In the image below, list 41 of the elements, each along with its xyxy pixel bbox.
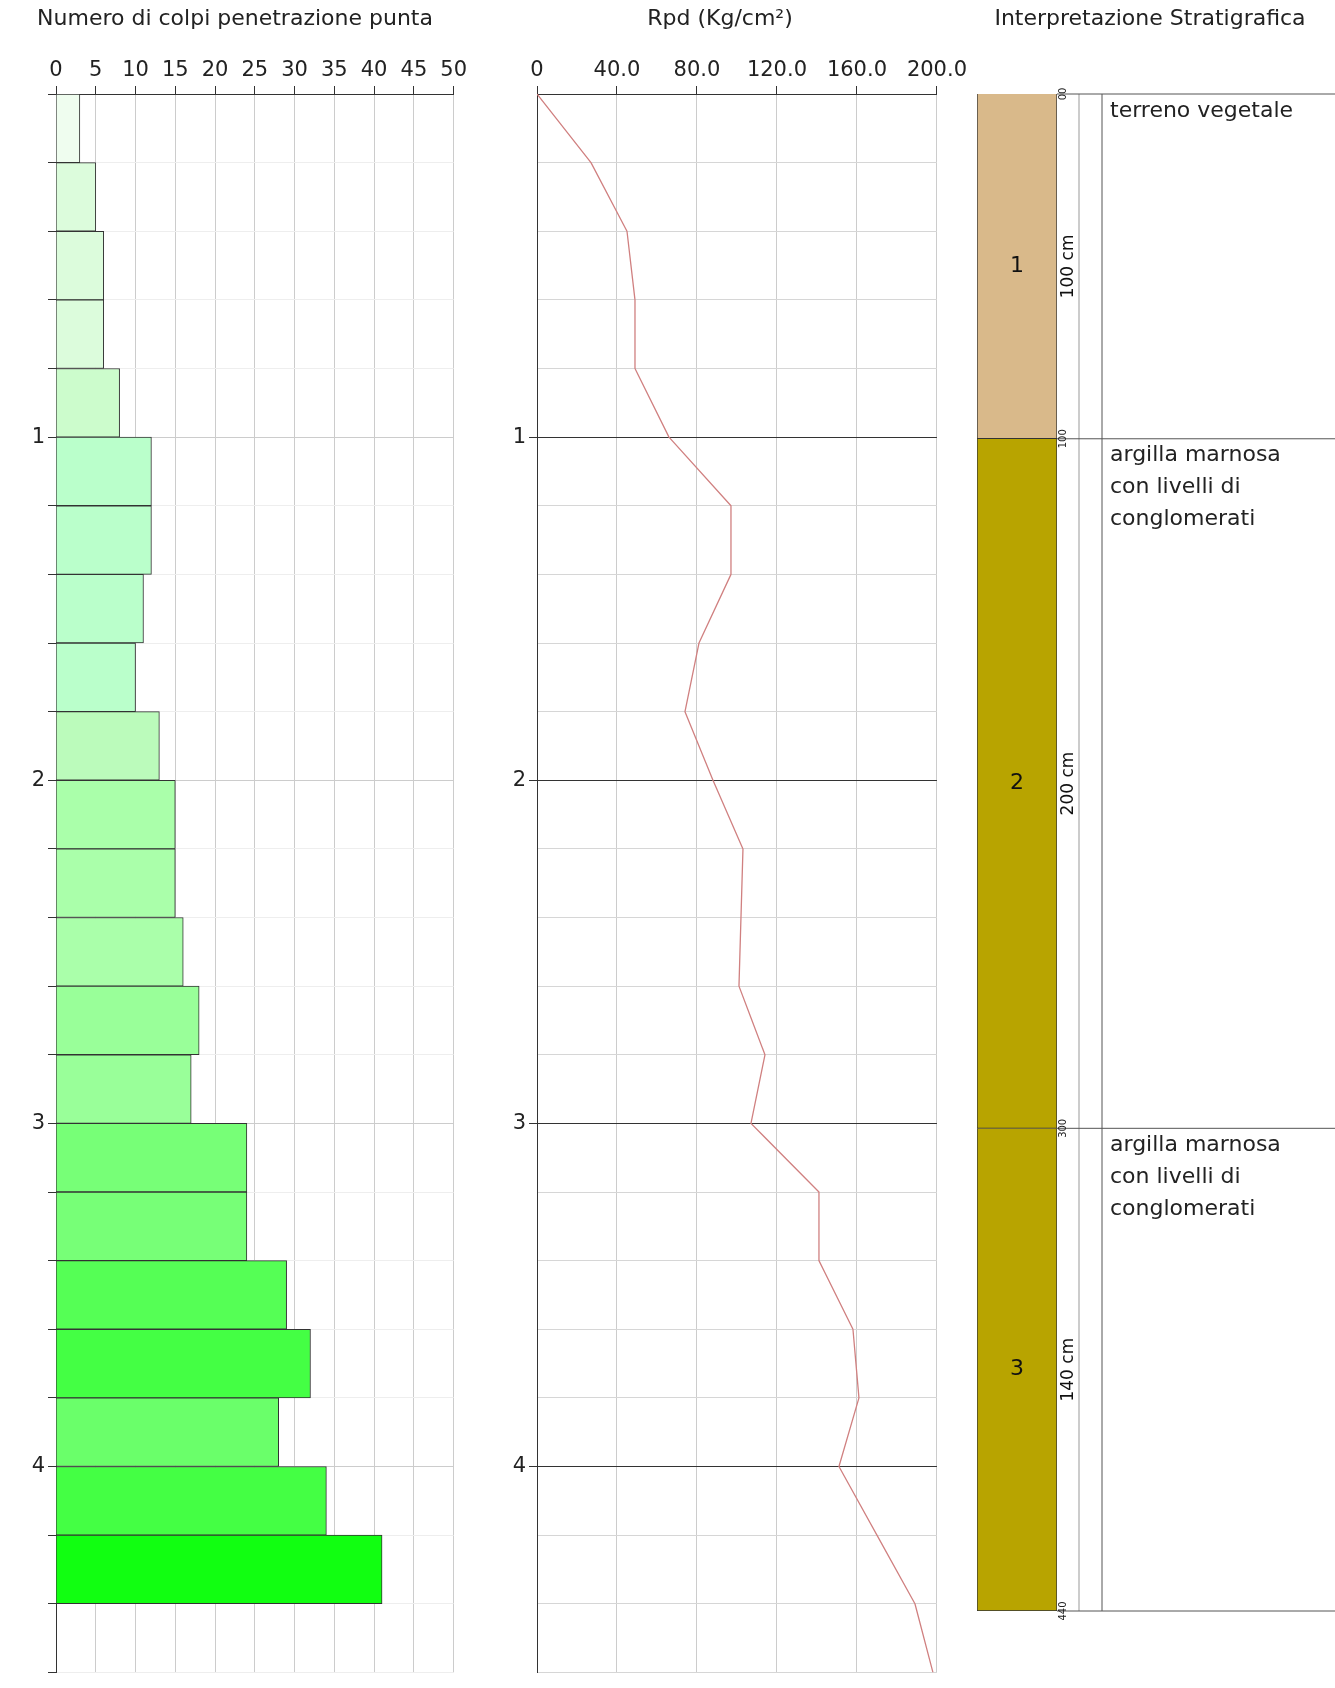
x-tick-label: 5 (89, 56, 103, 81)
x-tick-label: 15 (161, 56, 189, 81)
y-tick-label: 1 (512, 423, 526, 448)
y-tick-label: 00 (1056, 87, 1068, 101)
y-tick-label: 4 (31, 1452, 45, 1477)
x-tick-label: 45 (400, 56, 428, 81)
x-tick-label: 80.0 (673, 56, 721, 81)
text: terreno vegetale (1110, 96, 1294, 122)
x-tick-label: 0 (49, 56, 63, 81)
y-tick-label: 100 (1056, 429, 1068, 449)
text: Interpretazione Stratigrafica (994, 4, 1306, 30)
y-tick-label: 3 (512, 1109, 526, 1134)
x-tick-label: 200.0 (906, 56, 967, 81)
x-tick-label: 120.0 (746, 56, 808, 81)
x-tick-label: 0 (530, 56, 544, 81)
x-tick-label: 10 (122, 56, 149, 81)
series-label: 3 (1010, 1355, 1024, 1381)
y-tick-label: 4 (512, 1452, 526, 1477)
y-tick-label: 3 (31, 1109, 45, 1134)
chart-title: Rpd (Kg/cm²) (647, 4, 793, 30)
x-tick-label: 20 (201, 56, 229, 81)
data-label: 200 cm (1057, 751, 1078, 816)
text: argilla marnosa con livelli di conglomerati (1110, 1131, 1281, 1221)
x-tick-label: 30 (281, 56, 308, 81)
x-tick-label: 50 (440, 56, 468, 81)
x-tick-label: 35 (320, 56, 348, 81)
chart-title: Numero di colpi penetrazione punta (37, 4, 433, 30)
x-tick-label: 40 (360, 56, 388, 81)
series-label: 1 (1010, 252, 1024, 278)
x-tick-label: 160.0 (826, 56, 888, 81)
y-tick-label: 440 (1056, 1601, 1068, 1621)
text: argilla marnosa con livelli di conglomerati (1110, 441, 1281, 531)
y-tick-label: 1 (31, 423, 45, 448)
y-tick-label: 300 (1056, 1118, 1068, 1138)
x-tick-label: 40.0 (593, 56, 641, 81)
y-tick-label: 2 (512, 766, 526, 791)
data-label: 100 cm (1057, 234, 1078, 299)
y-tick-label: 2 (31, 766, 45, 791)
data-label: 140 cm (1057, 1337, 1078, 1402)
series-label: 2 (1010, 769, 1024, 795)
x-tick-label: 25 (241, 56, 269, 81)
